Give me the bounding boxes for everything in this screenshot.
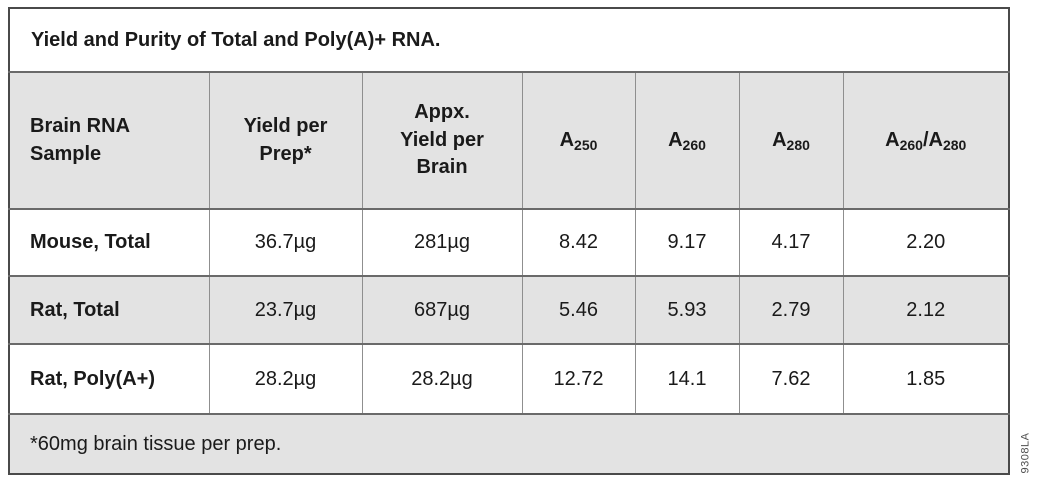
- table-header-row: Brain RNA Sample Yield per Prep* Appx. Y…: [8, 71, 1010, 210]
- cell-appx-yield-per-brain: 281µg: [361, 208, 523, 277]
- a280-subscript: 280: [786, 136, 810, 153]
- cell-a260-a280-ratio: 2.20: [842, 208, 1010, 277]
- cell-a260-a280-ratio: 1.85: [842, 343, 1010, 415]
- header-cell-appx-yield-per-brain: Appx. Yield per Brain: [361, 71, 523, 210]
- ratio-s2-subscript: 280: [942, 136, 967, 153]
- header-label-appx-yield-per-brain: Appx. Yield per Brain: [400, 101, 484, 179]
- table-title: Yield and Purity of Total and Poly(A)+ R…: [8, 7, 1010, 73]
- cell-yield-per-prep: 23.7µg: [208, 275, 363, 345]
- a280-symbol: A: [772, 128, 787, 151]
- ratio-s1-subscript: 260: [899, 136, 923, 153]
- cell-appx-yield-per-brain: 687µg: [361, 275, 523, 345]
- cell-a280: 7.62: [738, 343, 844, 415]
- header-label-sample: Brain RNA Sample: [30, 114, 130, 165]
- figure-code-vertical-label: 9308LA: [1019, 432, 1031, 474]
- cell-a250: 12.72: [521, 343, 636, 415]
- cell-a250: 8.42: [521, 208, 636, 277]
- header-cell-a260: A260: [634, 71, 740, 210]
- table-title-row: Yield and Purity of Total and Poly(A)+ R…: [8, 7, 1010, 73]
- header-cell-a280: A280: [738, 71, 844, 210]
- table-footnote: *60mg brain tissue per prep.: [8, 413, 1010, 475]
- ratio-a1-symbol: A: [885, 128, 900, 151]
- a250-symbol: A: [559, 128, 575, 151]
- cell-a250: 5.46: [521, 275, 636, 345]
- cell-sample: Rat, Total: [8, 275, 210, 345]
- cell-a280: 4.17: [738, 208, 844, 277]
- cell-yield-per-prep: 36.7µg: [208, 208, 363, 277]
- ratio-a2-symbol: A: [928, 128, 943, 151]
- cell-a260: 14.1: [634, 343, 740, 415]
- table-row-rat-total: Rat, Total 23.7µg 687µg 5.46 5.93 2.79 2…: [8, 275, 1010, 345]
- a260-symbol: A: [668, 128, 683, 151]
- ratio-slash: /: [922, 128, 929, 151]
- header-label-yield-per-prep: Yield per Prep*: [243, 114, 328, 165]
- header-cell-a250: A250: [521, 71, 636, 210]
- cell-a260: 5.93: [634, 275, 740, 345]
- table-footnote-row: *60mg brain tissue per prep.: [8, 413, 1010, 475]
- cell-yield-per-prep: 28.2µg: [208, 343, 363, 415]
- figure-code-container: 9308LA: [1008, 428, 1042, 478]
- cell-appx-yield-per-brain: 28.2µg: [361, 343, 523, 415]
- header-cell-a260-a280-ratio: A260/A280: [842, 71, 1010, 210]
- cell-sample: Mouse, Total: [8, 208, 210, 277]
- cell-sample: Rat, Poly(A+): [8, 343, 210, 415]
- rna-yield-purity-table: Yield and Purity of Total and Poly(A)+ R…: [8, 7, 1011, 475]
- header-cell-sample: Brain RNA Sample: [8, 71, 210, 210]
- cell-a260-a280-ratio: 2.12: [842, 275, 1010, 345]
- a260-subscript: 260: [682, 136, 706, 153]
- a250-subscript: 250: [574, 136, 598, 153]
- cell-a260: 9.17: [634, 208, 740, 277]
- table-row-rat-polya: Rat, Poly(A+) 28.2µg 28.2µg 12.72 14.1 7…: [8, 343, 1010, 415]
- table-row-mouse-total: Mouse, Total 36.7µg 281µg 8.42 9.17 4.17…: [8, 208, 1010, 277]
- header-cell-yield-per-prep: Yield per Prep*: [208, 71, 363, 210]
- cell-a280: 2.79: [738, 275, 844, 345]
